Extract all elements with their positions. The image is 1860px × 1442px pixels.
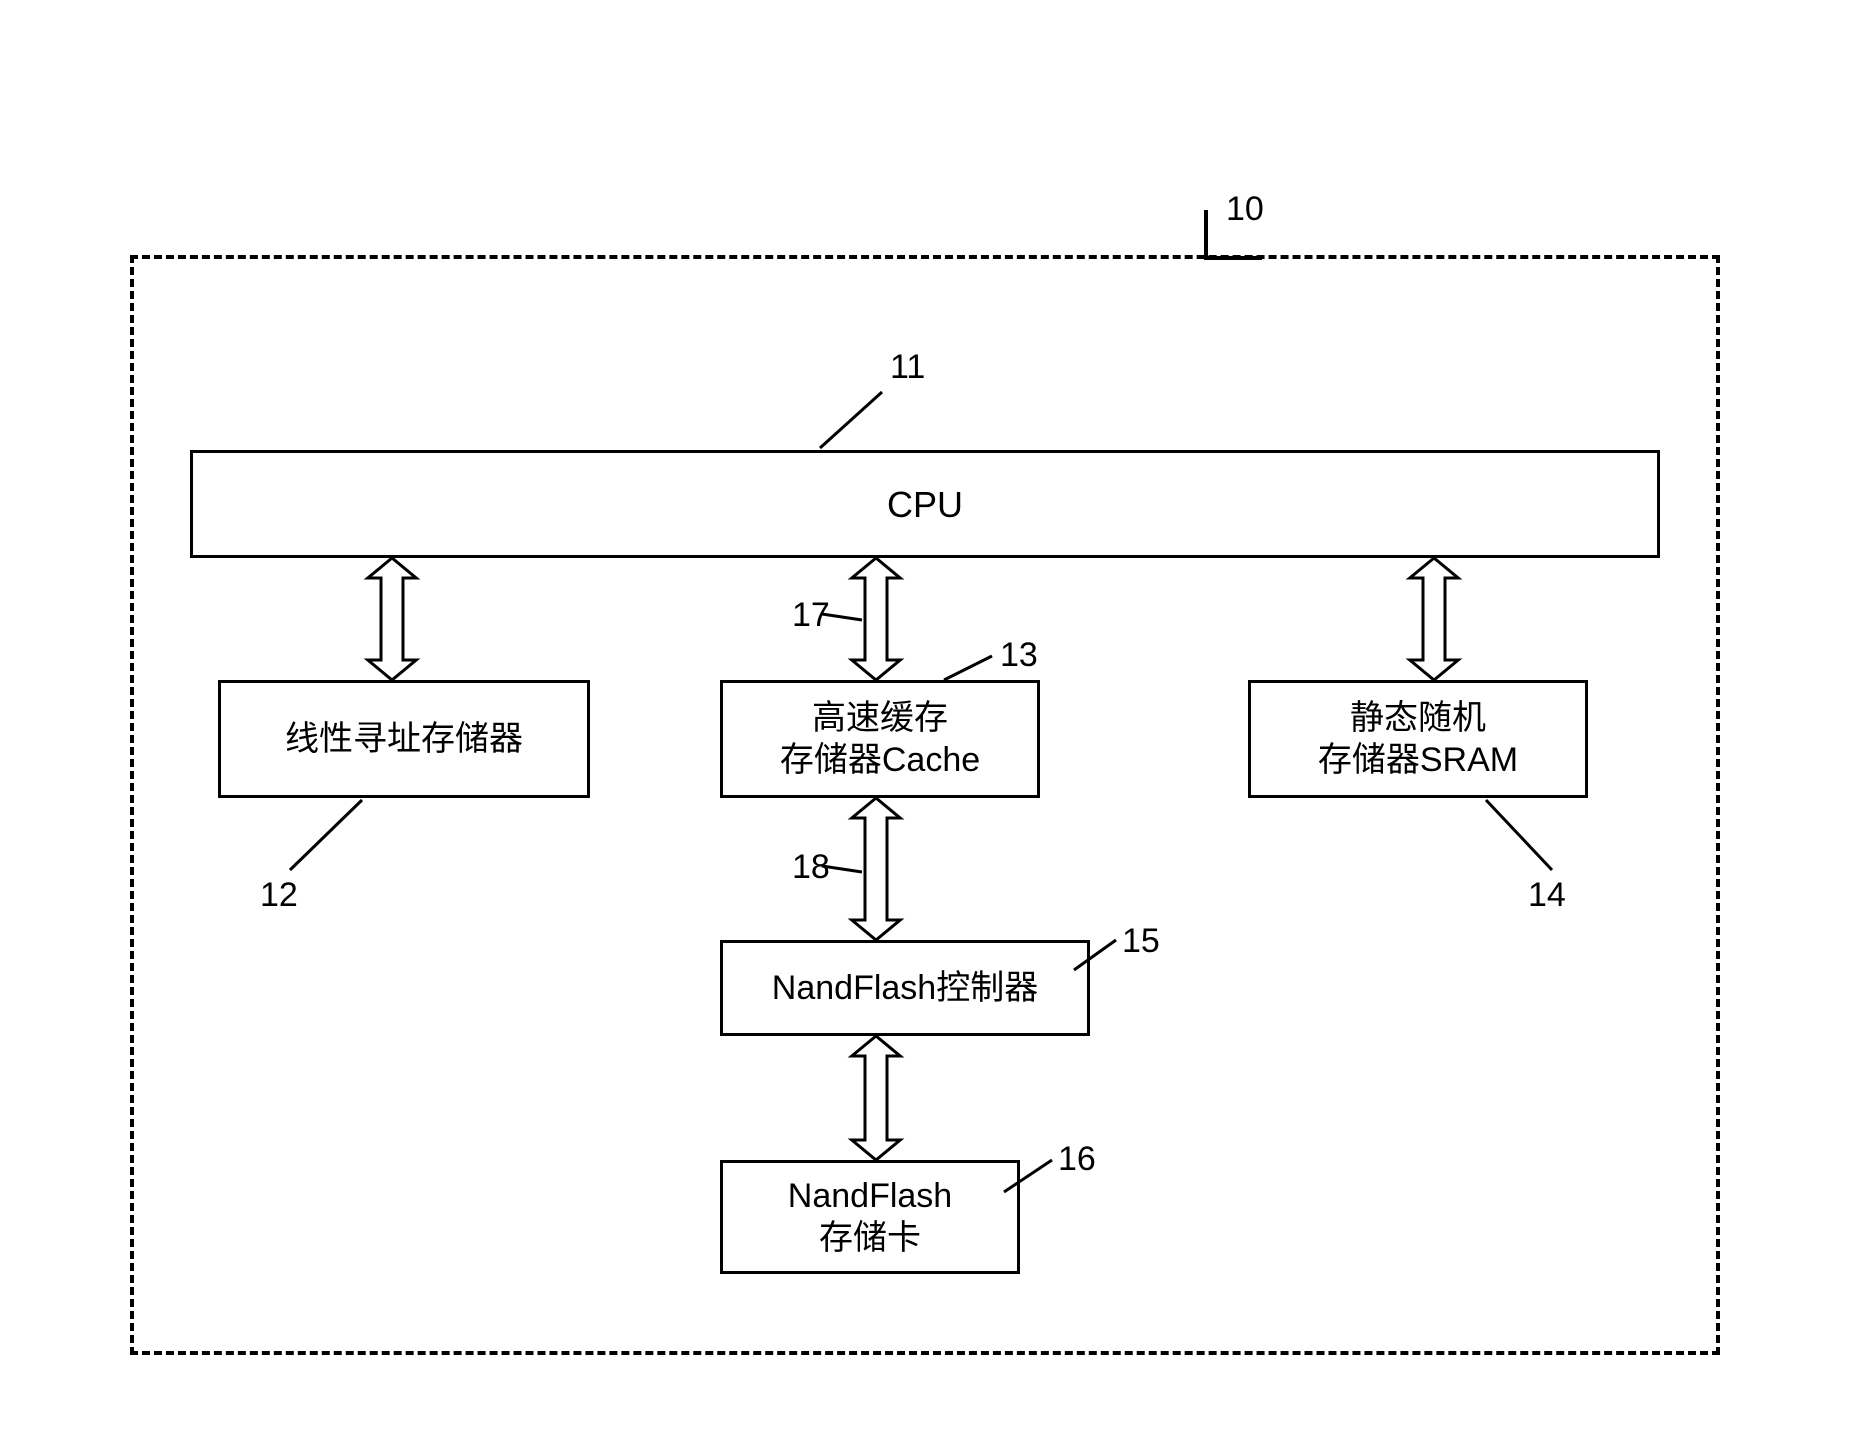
arrow-nand-ctrl-card xyxy=(0,0,1860,1442)
diagram-canvas: 10CPU线性寻址存储器高速缓存存储器Cache静态随机存储器SRAMNandF… xyxy=(0,0,1860,1442)
